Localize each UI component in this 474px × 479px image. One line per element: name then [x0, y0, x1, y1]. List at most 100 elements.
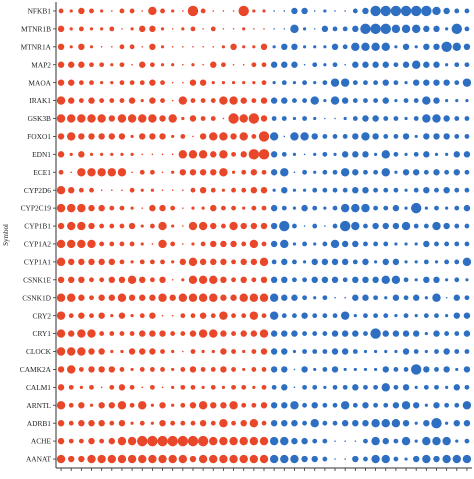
data-point: [390, 5, 402, 17]
data-point: [131, 171, 133, 174]
data-point: [169, 294, 176, 301]
data-point: [220, 402, 227, 409]
data-point: [393, 456, 399, 462]
y-tick-label: CRY1: [33, 329, 52, 338]
data-point: [392, 330, 400, 337]
data-point: [291, 437, 298, 445]
data-point: [313, 116, 317, 121]
data-point: [239, 293, 248, 302]
data-point: [198, 329, 208, 338]
data-point: [221, 81, 226, 85]
data-point: [190, 420, 196, 426]
data-point: [67, 293, 76, 302]
data-point: [322, 80, 328, 86]
data-point: [402, 419, 410, 427]
data-point: [444, 241, 450, 247]
data-point: [312, 205, 318, 211]
data-point: [171, 403, 175, 407]
data-point: [281, 384, 288, 391]
data-point: [230, 294, 237, 301]
data-point: [290, 24, 299, 34]
data-point: [170, 331, 176, 336]
data-point: [290, 401, 299, 410]
data-point: [119, 331, 125, 336]
data-point: [89, 80, 94, 86]
data-point: [221, 45, 226, 49]
data-point: [118, 419, 126, 427]
data-point: [273, 28, 275, 30]
data-point: [374, 367, 378, 372]
data-point: [192, 46, 194, 48]
data-point: [260, 97, 268, 104]
data-point: [292, 152, 297, 156]
data-point: [341, 419, 349, 427]
data-point: [141, 153, 144, 156]
data-point: [404, 188, 408, 192]
data-point: [187, 5, 199, 17]
data-point: [68, 186, 75, 194]
data-point: [392, 294, 400, 301]
data-point: [220, 294, 227, 301]
data-point: [180, 313, 186, 319]
data-point: [443, 79, 450, 86]
data-point: [139, 259, 145, 265]
data-point: [149, 259, 155, 265]
data-point: [301, 455, 308, 463]
data-point: [258, 149, 270, 160]
data-point: [210, 26, 216, 32]
data-point: [238, 5, 249, 17]
data-point: [108, 258, 116, 266]
data-point: [89, 62, 94, 68]
data-point: [330, 78, 340, 87]
data-point: [220, 240, 227, 248]
data-point: [70, 171, 73, 174]
data-point: [340, 203, 350, 213]
data-point: [392, 402, 400, 409]
data-point: [393, 151, 399, 157]
data-point: [394, 170, 398, 174]
data-point: [180, 134, 186, 139]
data-point: [171, 99, 174, 102]
data-point: [171, 189, 174, 191]
data-point: [332, 62, 338, 68]
data-point: [292, 349, 297, 354]
data-point: [332, 205, 338, 211]
data-point: [302, 295, 307, 301]
data-point: [108, 294, 116, 301]
data-point: [340, 168, 350, 177]
data-point: [382, 330, 389, 337]
data-point: [232, 28, 235, 30]
data-point: [373, 187, 379, 193]
data-point: [57, 79, 65, 86]
data-point: [171, 314, 174, 317]
data-point: [413, 116, 419, 121]
data-point: [151, 243, 154, 245]
data-point: [302, 420, 307, 426]
data-point: [322, 187, 328, 193]
data-point: [410, 364, 422, 375]
data-point: [251, 98, 257, 103]
data-point: [432, 221, 441, 231]
data-point: [445, 152, 449, 156]
data-point: [202, 28, 204, 30]
data-point: [324, 117, 326, 120]
data-point: [248, 149, 260, 160]
y-tick-label: CLOCK: [26, 347, 52, 356]
data-point: [58, 8, 64, 14]
y-tick-label: ECE1: [33, 168, 51, 177]
data-point: [141, 46, 144, 48]
data-point: [110, 314, 114, 318]
data-point: [192, 135, 194, 138]
data-point: [77, 203, 86, 213]
data-point: [150, 421, 154, 425]
data-point: [251, 205, 257, 211]
data-point: [182, 225, 184, 227]
data-point: [158, 239, 167, 249]
data-point: [362, 402, 369, 409]
data-point: [89, 8, 94, 14]
data-point: [78, 98, 84, 103]
data-point: [87, 454, 96, 464]
data-point: [414, 421, 418, 425]
data-point: [78, 187, 84, 193]
data-point: [89, 187, 94, 193]
